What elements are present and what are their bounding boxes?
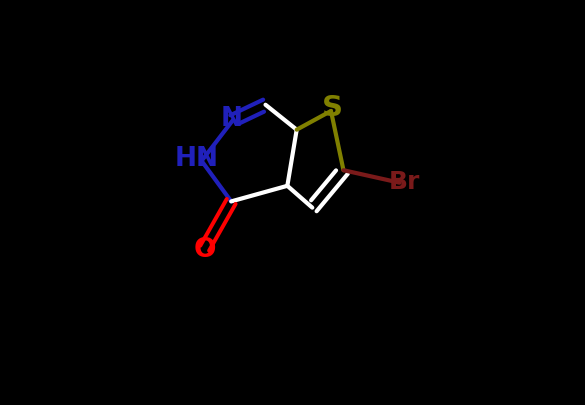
- Text: O: O: [194, 237, 216, 263]
- Text: S: S: [322, 94, 343, 122]
- Text: N: N: [220, 106, 242, 132]
- Text: Br: Br: [388, 170, 420, 194]
- Text: HN: HN: [175, 146, 219, 172]
